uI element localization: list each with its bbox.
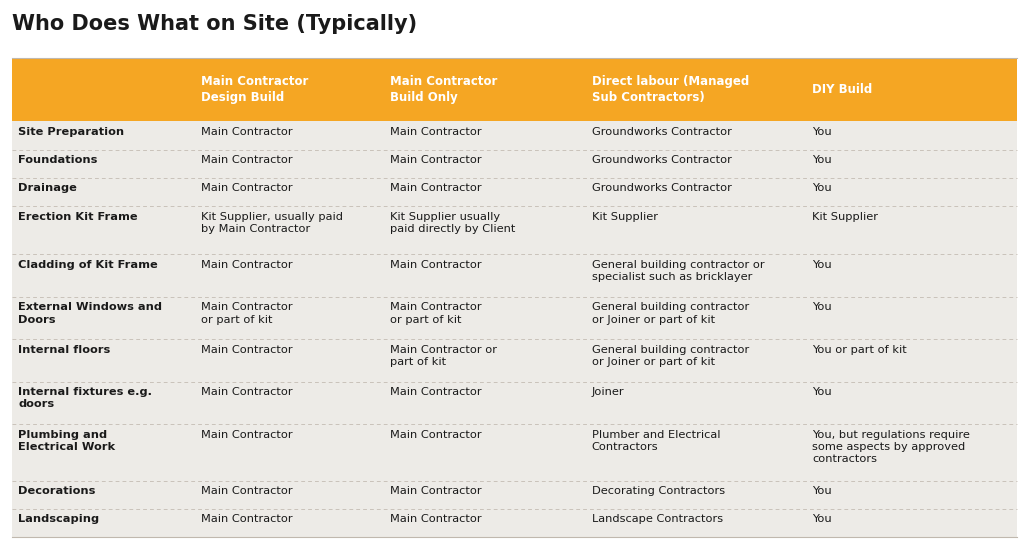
Text: You: You [812, 387, 831, 397]
Text: Groundworks Contractor: Groundworks Contractor [592, 183, 732, 193]
Text: You, but regulations require
some aspects by approved
contractors: You, but regulations require some aspect… [812, 430, 970, 464]
Text: Main Contractor
Design Build: Main Contractor Design Build [201, 75, 308, 104]
Text: Joiner: Joiner [592, 387, 625, 397]
Text: Direct labour (Managed
Sub Contractors): Direct labour (Managed Sub Contractors) [592, 75, 750, 104]
FancyBboxPatch shape [12, 121, 1017, 537]
Text: Who Does What on Site (Typically): Who Does What on Site (Typically) [12, 14, 418, 34]
Text: Decorating Contractors: Decorating Contractors [592, 486, 725, 496]
Text: General building contractor
or Joiner or part of kit: General building contractor or Joiner or… [592, 344, 750, 367]
Text: General building contractor or
specialist such as bricklayer: General building contractor or specialis… [592, 260, 765, 282]
Text: Main Contractor: Main Contractor [390, 486, 481, 496]
Text: Kit Supplier: Kit Supplier [812, 212, 878, 222]
Text: Main Contractor: Main Contractor [390, 260, 481, 270]
Text: Groundworks Contractor: Groundworks Contractor [592, 155, 732, 165]
Text: Decorations: Decorations [18, 486, 96, 496]
Text: Main Contractor
Build Only: Main Contractor Build Only [390, 75, 498, 104]
Text: You: You [812, 127, 831, 137]
Text: You: You [812, 260, 831, 270]
Text: You: You [812, 155, 831, 165]
Text: Main Contractor: Main Contractor [201, 183, 292, 193]
Text: Main Contractor: Main Contractor [201, 515, 292, 525]
Text: Landscape Contractors: Landscape Contractors [592, 515, 723, 525]
Text: Internal fixtures e.g.
doors: Internal fixtures e.g. doors [18, 387, 153, 409]
Text: Main Contractor
or part of kit: Main Contractor or part of kit [201, 302, 292, 325]
Text: You: You [812, 515, 831, 525]
Text: Foundations: Foundations [18, 155, 98, 165]
Text: Cladding of Kit Frame: Cladding of Kit Frame [18, 260, 158, 270]
Text: Groundworks Contractor: Groundworks Contractor [592, 127, 732, 137]
Text: Plumbing and
Electrical Work: Plumbing and Electrical Work [18, 430, 116, 452]
Text: Drainage: Drainage [18, 183, 77, 193]
Text: Main Contractor: Main Contractor [390, 515, 481, 525]
Text: Kit Supplier usually
paid directly by Client: Kit Supplier usually paid directly by Cl… [390, 212, 515, 234]
Text: Kit Supplier, usually paid
by Main Contractor: Kit Supplier, usually paid by Main Contr… [201, 212, 343, 234]
Text: Kit Supplier: Kit Supplier [592, 212, 657, 222]
Text: Main Contractor: Main Contractor [201, 155, 292, 165]
Text: You: You [812, 486, 831, 496]
Text: You or part of kit: You or part of kit [812, 344, 907, 355]
Text: Main Contractor: Main Contractor [390, 183, 481, 193]
Text: Main Contractor
or part of kit: Main Contractor or part of kit [390, 302, 481, 325]
Text: Main Contractor or
part of kit: Main Contractor or part of kit [390, 344, 497, 367]
Text: Main Contractor: Main Contractor [201, 344, 292, 355]
Text: Main Contractor: Main Contractor [390, 387, 481, 397]
Text: Main Contractor: Main Contractor [201, 486, 292, 496]
Text: Main Contractor: Main Contractor [201, 260, 292, 270]
Text: General building contractor
or Joiner or part of kit: General building contractor or Joiner or… [592, 302, 750, 325]
Text: Main Contractor: Main Contractor [201, 430, 292, 440]
Text: Main Contractor: Main Contractor [390, 127, 481, 137]
Text: DIY Build: DIY Build [812, 83, 872, 96]
Text: Landscaping: Landscaping [18, 515, 99, 525]
Text: Internal floors: Internal floors [18, 344, 111, 355]
Text: Erection Kit Frame: Erection Kit Frame [18, 212, 138, 222]
Text: You: You [812, 302, 831, 312]
Text: You: You [812, 183, 831, 193]
Text: Main Contractor: Main Contractor [201, 387, 292, 397]
Text: Main Contractor: Main Contractor [390, 155, 481, 165]
Text: Main Contractor: Main Contractor [390, 430, 481, 440]
FancyBboxPatch shape [12, 58, 1017, 121]
Text: External Windows and
Doors: External Windows and Doors [18, 302, 163, 325]
Text: Site Preparation: Site Preparation [18, 127, 125, 137]
Text: Plumber and Electrical
Contractors: Plumber and Electrical Contractors [592, 430, 720, 452]
Text: Main Contractor: Main Contractor [201, 127, 292, 137]
